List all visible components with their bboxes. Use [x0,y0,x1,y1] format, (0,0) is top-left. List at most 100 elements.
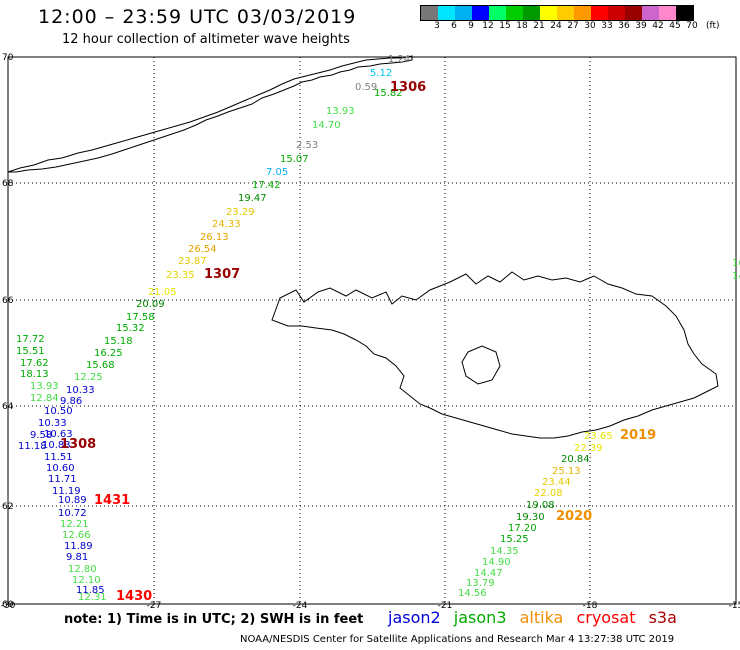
wave-height-value: 9.86 [60,396,82,407]
color-scale-unit: (ft) [706,21,720,31]
wave-height-value: 10.83 [42,440,71,451]
color-scale-label: 3 [434,21,440,31]
wave-height-value: 12.25 [74,372,103,383]
map-title: 12:00 – 23:59 UTC 03/03/2019 [38,6,357,28]
wave-height-value: 19.08 [526,500,555,511]
color-scale-label: 39 [635,21,647,31]
color-scale-cell [676,6,693,20]
wave-height-value: 16 [732,258,740,269]
wave-height-value: 17.42 [252,180,281,191]
wave-height-value: 14.35 [490,546,519,557]
wave-height-value: 14.47 [474,568,503,579]
pass-time-label: 1307 [204,267,240,282]
color-scale-cell [472,6,489,20]
units-note: note: 1) Time is in UTC; 2) SWH is in fe… [64,612,364,627]
pass-time-label: 1431 [94,493,130,508]
color-scale-label: 15 [499,21,511,31]
longitude-label: -24 [293,601,308,611]
wave-height-value: 14.56 [458,588,487,599]
wave-height-value: 12.31 [78,592,107,603]
legend-jason2: jason2 [388,608,441,627]
pass-time-label: 1430 [116,589,152,604]
color-scale-cell [438,6,455,20]
color-scale-label: 27 [567,21,579,31]
footer-credit: NOAA/NESDIS Center for Satellite Applica… [240,634,675,645]
legend-jason3: jason3 [453,608,507,627]
color-scale-label: 70 [686,21,698,31]
wave-height-value: 22.08 [534,488,563,499]
wave-height-value: 20.09 [136,299,165,310]
satellite-legend: jason2 jason3 altika cryosat s3a [388,608,685,627]
wave-height-value: 13.93 [30,381,59,392]
wave-height-value: 10.89 [58,495,87,506]
wave-height-value: 20.84 [561,454,590,465]
color-scale-label: 24 [550,21,562,31]
wave-height-value: 17.20 [508,523,537,534]
wave-height-value: 11.18 [18,441,47,452]
color-scale-cell [455,6,472,20]
wave-height-value: 11.89 [64,541,93,552]
color-scale-cell [523,6,540,20]
wave-height-value: 15.32 [116,323,145,334]
pass-time-label: 1308 [60,437,96,452]
color-scale-cell [642,6,659,20]
latitude-label: 66 [2,296,14,306]
legend-cryosat: cryosat [576,608,636,627]
wave-height-value: 12.66 [62,530,91,541]
wave-height-value: 24.33 [212,219,241,230]
wave-height-value: 15.68 [86,360,115,371]
color-scale-cell [608,6,625,20]
wave-height-value: 5.12 [370,68,392,79]
map-subtitle: 12 hour collection of altimeter wave hei… [62,32,350,47]
wave-height-value: 9.81 [66,552,88,563]
color-scale-label: 18 [516,21,528,31]
wave-height-value: 23.65 [584,431,613,442]
color-scale-cell [625,6,642,20]
wave-height-value: 19.30 [516,512,545,523]
wave-height-value: 1.24 [388,54,410,65]
iceland-inlet [461,345,501,385]
wave-height-value: 26.13 [200,232,229,243]
wave-height-value: 10.60 [46,463,75,474]
wave-height-value: 10.50 [44,406,73,417]
latitude-label: 60 [2,600,14,610]
wave-height-value: 16.25 [94,348,123,359]
wave-height-value: 23.87 [178,256,207,267]
wave-height-value: 26.54 [188,244,217,255]
wave-height-value: 19.47 [238,193,267,204]
coastline [7,55,719,439]
wave-height-value: 12.84 [30,393,59,404]
color-scale-labels: 3 6 9 12 15 18 21 24 27 30 33 36 39 42 45 70 (ft) [420,21,740,33]
wave-height-value: 10.33 [66,385,95,396]
wave-height-value: 15.25 [500,534,529,545]
color-scale-bar [420,5,694,21]
color-scale-cell [591,6,608,20]
color-scale-label: 6 [451,21,457,31]
wave-height-value: 13.93 [326,106,355,117]
color-scale-label: 30 [584,21,596,31]
color-scale-label: 21 [533,21,545,31]
wave-height-value: 7.05 [266,167,288,178]
greenland-coastline [7,55,413,173]
latitude-labels: 70 68 66 64 62 60 [2,53,14,610]
wave-height-value: 11.51 [44,452,73,463]
color-scale-label: 45 [669,21,681,31]
pass-time-label: 2020 [556,509,592,524]
wave-height-value: 23.29 [226,207,255,218]
color-scale-cell [659,6,676,20]
color-scale-cell [421,6,438,20]
wave-height-value: 15.07 [280,154,309,165]
latitude-label: 62 [2,502,13,512]
wave-height-value: 10.72 [58,508,87,519]
wave-height-value: 15.51 [16,346,45,357]
color-scale-label: 12 [482,21,494,31]
map-grid [7,56,737,605]
color-scale-label: 9 [468,21,474,31]
wave-height-value: 14.90 [482,557,511,568]
wave-height-value: 12.21 [60,519,89,530]
pass-time-labels: 1306 1307 1308 1431 1430 2019 2020 [60,80,656,604]
color-scale-cell [489,6,506,20]
wave-height-value: 2.53 [296,140,318,151]
